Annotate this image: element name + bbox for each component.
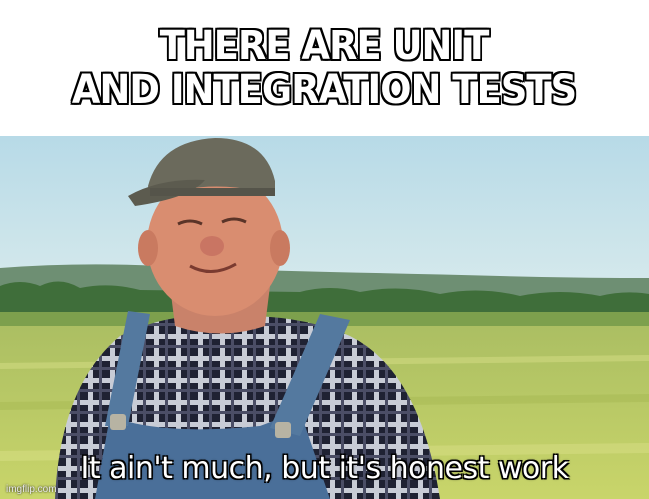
top-caption-panel: THERE ARE UNIT AND INTEGRATION TESTS xyxy=(0,0,649,136)
treeline xyxy=(0,281,649,314)
top-caption: THERE ARE UNIT AND INTEGRATION TESTS xyxy=(72,23,577,113)
imgflip-watermark: imgflip.com xyxy=(6,484,57,495)
image-subtitle: It ain't much, but it's honest work xyxy=(80,451,569,486)
farmer-photo xyxy=(0,136,649,499)
overalls xyxy=(95,411,330,499)
sky xyxy=(0,136,649,286)
